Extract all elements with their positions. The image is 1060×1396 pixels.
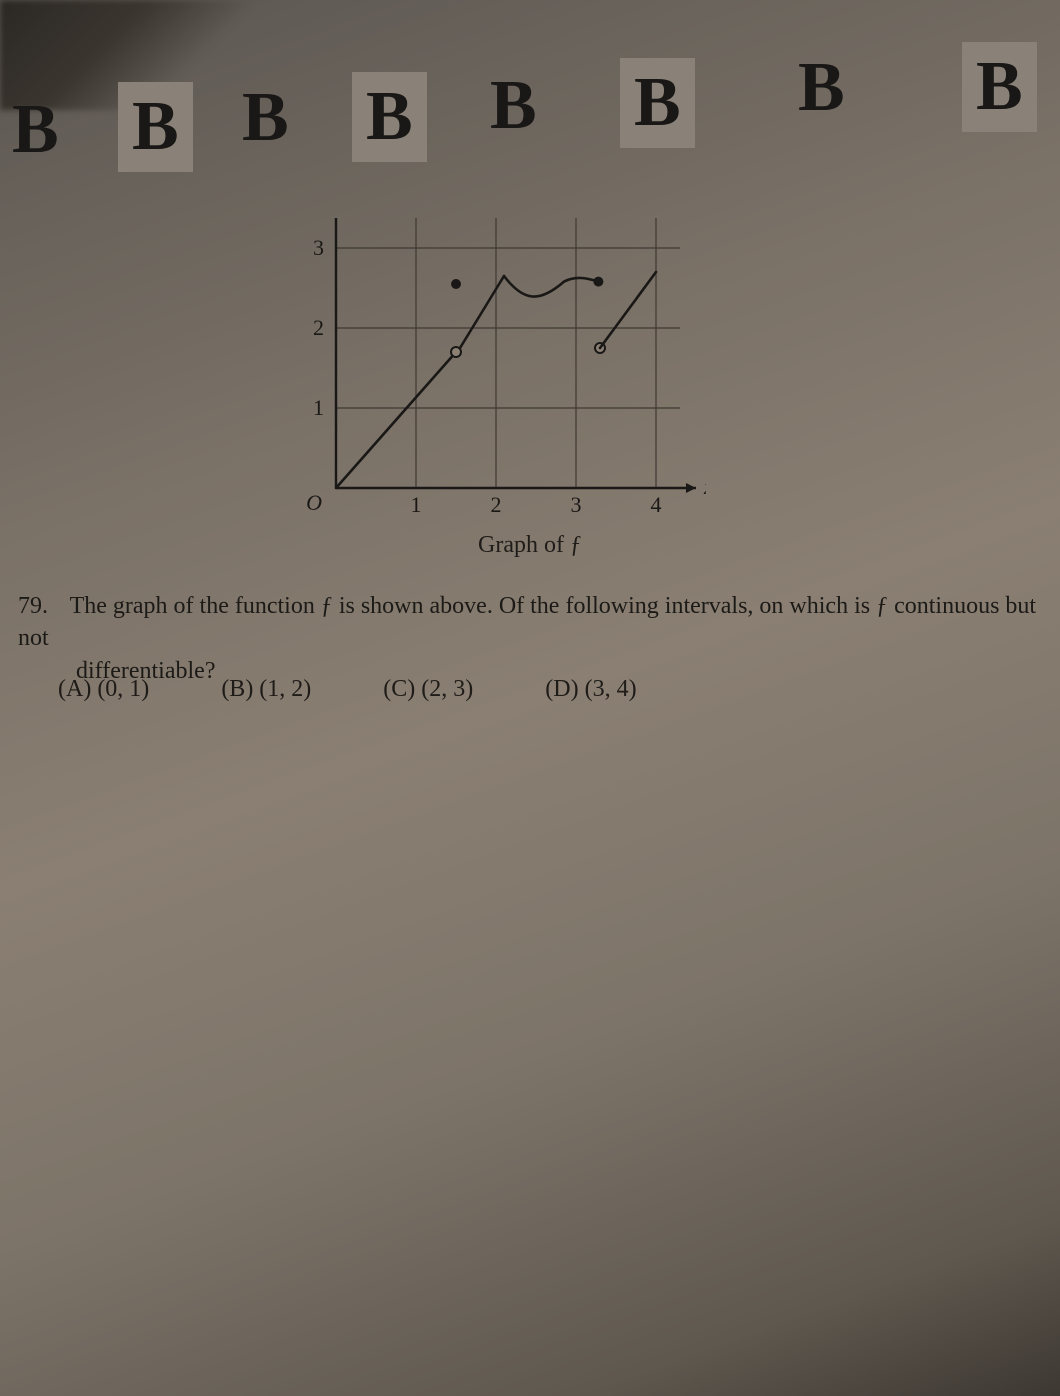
question-stem-line1: The graph of the function ƒ is shown abo… xyxy=(18,593,1036,651)
form-letter: B xyxy=(798,48,845,128)
form-letter-shaded: B xyxy=(620,58,695,148)
svg-text:2: 2 xyxy=(313,315,324,340)
svg-text:2: 2 xyxy=(491,492,502,517)
answer-choice[interactable]: (A) (0, 1) xyxy=(58,676,149,703)
answer-choice[interactable]: (C) (2, 3) xyxy=(383,676,473,703)
graph-svg: 1234123Oyx xyxy=(306,218,706,528)
graph-caption: Graph of ƒ xyxy=(0,532,1060,559)
graph-of-f: 1234123Oyx xyxy=(306,218,706,548)
form-letter-shaded: B xyxy=(352,72,427,162)
caption-text: Graph of ƒ xyxy=(478,532,582,558)
answer-choices: (A) (0, 1) (B) (1, 2) (C) (2, 3) (D) (3, 4) xyxy=(58,676,637,703)
question-number: 79. xyxy=(18,590,64,622)
svg-text:O: O xyxy=(306,490,322,515)
svg-text:4: 4 xyxy=(651,492,662,517)
svg-text:3: 3 xyxy=(571,492,582,517)
form-letter: B xyxy=(12,90,59,170)
svg-text:3: 3 xyxy=(313,235,324,260)
svg-text:1: 1 xyxy=(313,395,324,420)
answer-choice[interactable]: (D) (3, 4) xyxy=(545,676,636,703)
question-79: 79. The graph of the function ƒ is shown… xyxy=(18,590,1050,687)
form-letter: B xyxy=(242,78,289,158)
svg-text:1: 1 xyxy=(411,492,422,517)
form-letter-shaded: B xyxy=(118,82,193,172)
answer-choice[interactable]: (B) (1, 2) xyxy=(221,676,311,703)
svg-text:x: x xyxy=(703,474,706,499)
form-letter: B xyxy=(490,66,537,146)
form-letter-shaded: B xyxy=(962,42,1037,132)
form-letter-row: BBBBBBBB xyxy=(0,48,1060,168)
